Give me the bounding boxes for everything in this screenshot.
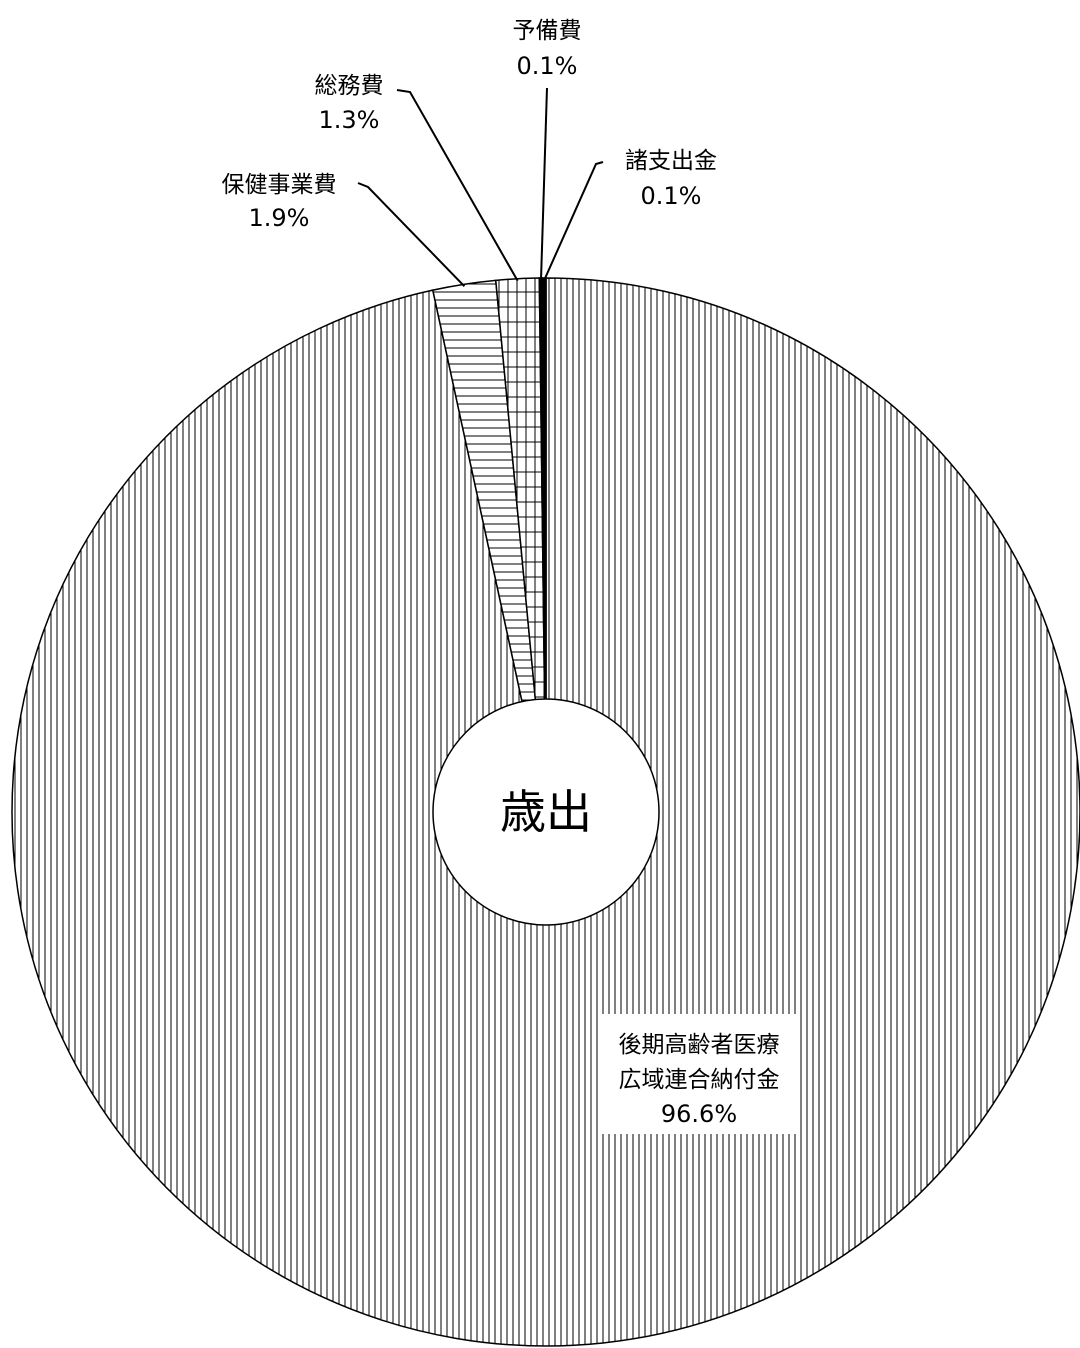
- shoshishutsu-label-name: 諸支出金: [625, 148, 717, 174]
- hoken-label-percent: 1.9%: [249, 204, 310, 232]
- main-label-background: [598, 1014, 800, 1134]
- center-hole: [432, 698, 660, 926]
- leader-hoken: [357, 182, 466, 287]
- main-slice-percent: 96.6%: [661, 1100, 737, 1128]
- main-slice-name-line1: 後期高齢者医療: [619, 1032, 780, 1058]
- main-slice-name-line2: 広域連合納付金: [619, 1067, 780, 1093]
- shoshishutsu-label-percent: 0.1%: [641, 182, 702, 210]
- hoken-label-name: 保健事業費: [222, 172, 337, 198]
- center-label: 歳出: [500, 785, 592, 839]
- somu-label-name: 総務費: [315, 73, 384, 99]
- yobi-label-percent: 0.1%: [517, 52, 578, 80]
- leader-shoshishutsu: [543, 161, 604, 281]
- yobi-label-name: 予備費: [513, 18, 582, 44]
- leader-somu: [396, 89, 519, 282]
- leader-lines: [357, 87, 604, 287]
- somu-label-percent: 1.3%: [319, 106, 380, 134]
- leader-yobi: [540, 87, 548, 281]
